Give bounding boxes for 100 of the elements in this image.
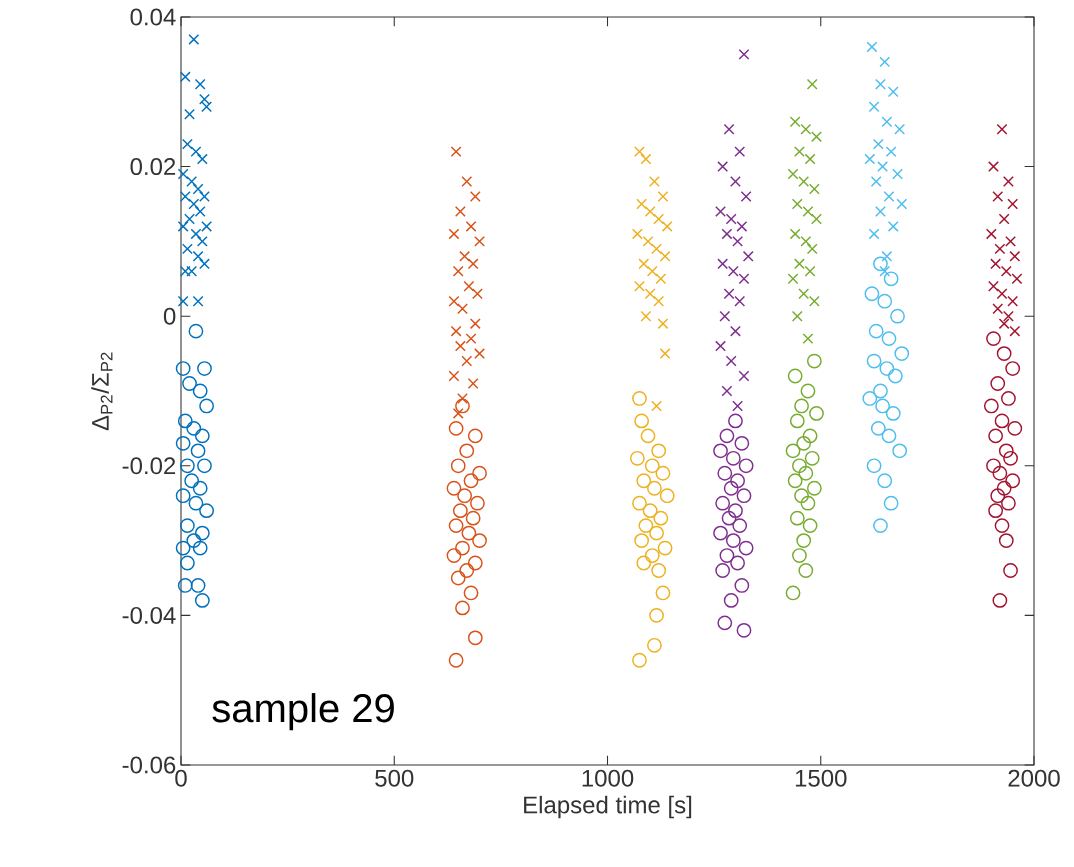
point (194, 206, 206, 217)
point (793, 146, 805, 158)
point (728, 503, 743, 519)
point (996, 288, 1008, 300)
point (651, 563, 667, 578)
point (896, 198, 908, 210)
point (868, 323, 884, 339)
point (454, 340, 466, 352)
point (469, 318, 481, 330)
point (725, 213, 737, 225)
point (461, 176, 473, 187)
point (877, 473, 893, 489)
point (657, 191, 669, 202)
point (647, 480, 662, 496)
point (1009, 250, 1021, 262)
point (1007, 295, 1019, 307)
point (634, 280, 645, 292)
point (190, 443, 206, 459)
point (188, 323, 204, 339)
point (736, 622, 752, 638)
point (467, 378, 479, 389)
point (190, 146, 202, 158)
point (868, 101, 880, 113)
point (798, 563, 814, 578)
point (657, 540, 673, 556)
point (446, 480, 462, 496)
point (1000, 265, 1012, 277)
x-tick-label: 2000 (1008, 769, 1060, 787)
point (448, 370, 460, 382)
point (721, 510, 737, 526)
point (717, 258, 729, 270)
point (632, 495, 647, 511)
point (796, 533, 812, 548)
point (461, 355, 473, 367)
point (887, 86, 899, 98)
point (725, 450, 741, 466)
point (192, 383, 208, 399)
point (197, 458, 212, 474)
x-tick-label: 1500 (795, 769, 847, 787)
point (634, 533, 650, 548)
point (806, 78, 818, 90)
point (879, 265, 891, 277)
point (1001, 391, 1016, 406)
point (894, 346, 910, 361)
point (804, 265, 816, 277)
point (448, 295, 460, 307)
point (192, 480, 208, 496)
point (649, 607, 664, 623)
point (448, 652, 464, 668)
point (875, 206, 886, 217)
point (717, 161, 729, 173)
point (798, 176, 810, 187)
point (642, 503, 658, 519)
point (715, 495, 731, 511)
point (723, 593, 739, 608)
point (870, 420, 886, 436)
point (998, 533, 1014, 548)
point (730, 325, 741, 337)
point (881, 331, 897, 347)
point (180, 555, 195, 571)
point (199, 258, 210, 270)
point (454, 206, 466, 217)
point (811, 213, 822, 225)
point (465, 333, 477, 345)
point (719, 428, 735, 444)
y-tick-label: -0.02 (122, 457, 176, 475)
point (448, 518, 464, 534)
point (800, 123, 812, 135)
point (632, 652, 647, 668)
point (791, 198, 803, 210)
point (199, 93, 210, 105)
point (455, 540, 470, 556)
point (802, 333, 814, 345)
point (188, 33, 200, 45)
point (194, 593, 210, 608)
point (721, 228, 733, 240)
point (890, 308, 905, 324)
point (994, 518, 1010, 534)
point (467, 555, 483, 571)
x-tick-label: 500 (375, 769, 414, 787)
point (196, 235, 208, 247)
point (653, 510, 669, 526)
point (885, 406, 901, 421)
point (472, 465, 487, 481)
point (719, 548, 735, 563)
point (199, 191, 210, 202)
point (804, 153, 816, 165)
point (177, 413, 193, 429)
point (659, 250, 671, 262)
point (719, 310, 731, 322)
point (998, 318, 1010, 330)
point (194, 428, 210, 444)
point (186, 420, 202, 436)
point (469, 191, 481, 202)
point (723, 123, 735, 135)
point (802, 428, 818, 444)
point (471, 288, 483, 300)
point (452, 503, 468, 519)
point (734, 578, 750, 593)
point (734, 295, 746, 307)
